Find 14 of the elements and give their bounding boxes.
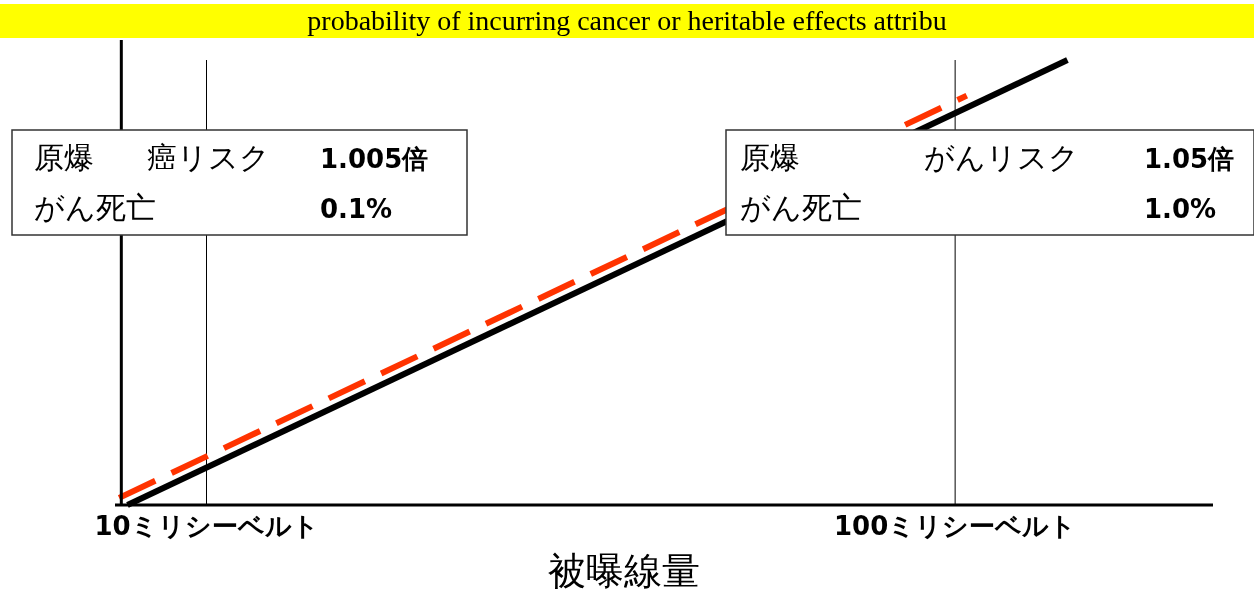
x-tick-label: 100ミリシーベルト <box>834 511 1077 541</box>
annotation: 1.05倍 <box>1144 144 1235 174</box>
annotation: 1.005倍 <box>320 144 429 174</box>
x-axis-title: 被曝線量 <box>548 549 700 590</box>
text: 原爆 <box>34 140 94 175</box>
annotation: がんリスク <box>924 140 1079 175</box>
annotation: がん死亡 <box>740 190 862 225</box>
annotation: 1.0% <box>1144 194 1217 224</box>
x-tick-label: 10ミリシーベルト <box>94 511 319 541</box>
annotation: 原爆 <box>740 140 800 175</box>
annotation: 癌リスク <box>147 140 270 175</box>
chart-title: probability of incurring cancer or heritable effects attribu <box>307 5 947 36</box>
annotation: がん死亡 <box>34 190 156 225</box>
annotation: 0.1% <box>320 194 393 224</box>
